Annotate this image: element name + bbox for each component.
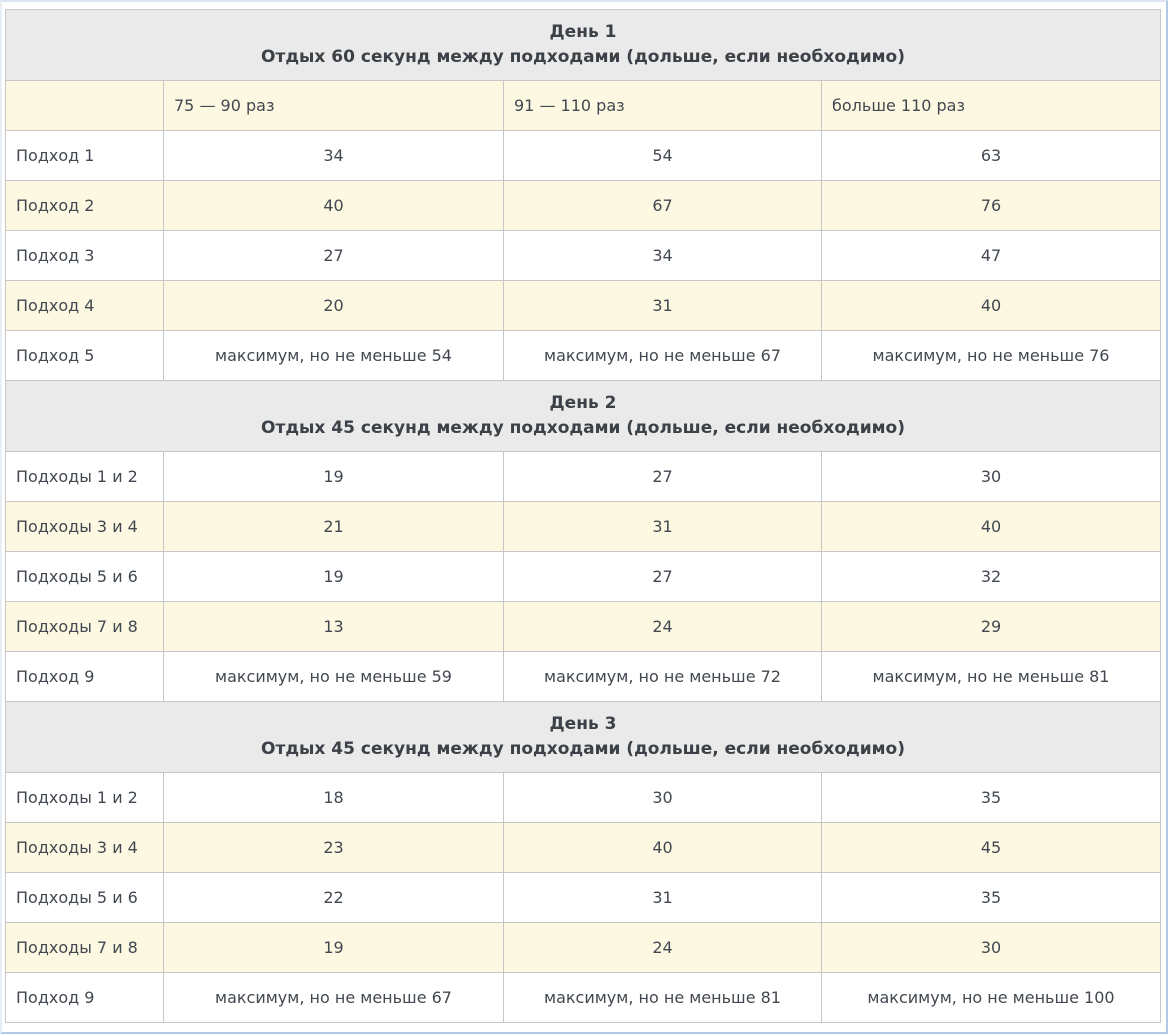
row-label-cell: Подходы 5 и 6 — [5, 551, 164, 602]
section-subtitle: Отдых 45 секунд между подходами (дольше,… — [261, 418, 905, 438]
value-cell: 30 — [821, 922, 1161, 973]
column-header-row: 75 — 90 раз 91 — 110 раз больше 110 раз — [5, 80, 1161, 131]
value-cell: максимум, но не меньше 76 — [821, 330, 1161, 381]
column-header-cell: 91 — 110 раз — [503, 80, 822, 131]
row-label-cell: Подходы 1 и 2 — [5, 451, 164, 502]
row-label-cell: Подходы 7 и 8 — [5, 922, 164, 973]
table-row: Подход 9 максимум, но не меньше 59 максиму… — [5, 651, 1161, 702]
value-cell: 32 — [821, 551, 1161, 602]
section-title: День 1 — [549, 22, 617, 42]
corner-cell — [5, 80, 164, 131]
section-header-row: День 1 Отдых 60 секунд между подходами (д… — [5, 9, 1161, 81]
value-cell: максимум, но не меньше 54 — [163, 330, 504, 381]
value-cell: максимум, но не меньше 100 — [821, 972, 1161, 1023]
value-cell: максимум, но не меньше 81 — [503, 972, 822, 1023]
table-row: Подход 3 27 34 47 — [5, 230, 1161, 281]
section-subtitle: Отдых 45 секунд между подходами (дольше,… — [261, 739, 905, 759]
value-cell: 19 — [163, 551, 504, 602]
section-header-row: День 3 Отдых 45 секунд между подходами (д… — [5, 701, 1161, 773]
value-cell: 30 — [503, 772, 822, 823]
table-row: Подходы 5 и 6 19 27 32 — [5, 551, 1161, 602]
row-label-cell: Подход 5 — [5, 330, 164, 381]
value-cell: 35 — [821, 772, 1161, 823]
value-cell: 40 — [163, 180, 504, 231]
workout-table-body: День 1 Отдых 60 секунд между подходами (д… — [5, 9, 1161, 1023]
value-cell: 34 — [163, 130, 504, 181]
value-cell: 27 — [163, 230, 504, 281]
value-cell: максимум, но не меньше 72 — [503, 651, 822, 702]
row-label-cell: Подход 4 — [5, 280, 164, 331]
column-header-cell: 75 — 90 раз — [163, 80, 504, 131]
value-cell: максимум, но не меньше 59 — [163, 651, 504, 702]
value-cell: максимум, но не меньше 67 — [163, 972, 504, 1023]
value-cell: 54 — [503, 130, 822, 181]
column-header-cell: больше 110 раз — [821, 80, 1161, 131]
value-cell: 19 — [163, 451, 504, 502]
value-cell: 22 — [163, 872, 504, 923]
value-cell: 24 — [503, 601, 822, 652]
value-cell: 40 — [503, 822, 822, 873]
table-row: Подходы 1 и 2 18 30 35 — [5, 772, 1161, 823]
value-cell: 30 — [821, 451, 1161, 502]
value-cell: максимум, но не меньше 67 — [503, 330, 822, 381]
table-row: Подход 1 34 54 63 — [5, 130, 1161, 181]
value-cell: 34 — [503, 230, 822, 281]
value-cell: 29 — [821, 601, 1161, 652]
table-row: Подход 5 максимум, но не меньше 54 максиму… — [5, 330, 1161, 381]
row-label-cell: Подходы 7 и 8 — [5, 601, 164, 652]
row-label-cell: Подход 1 — [5, 130, 164, 181]
table-row: Подходы 3 и 4 21 31 40 — [5, 501, 1161, 552]
value-cell: 67 — [503, 180, 822, 231]
value-cell: 13 — [163, 601, 504, 652]
value-cell: 31 — [503, 501, 822, 552]
table-row: Подходы 3 и 4 23 40 45 — [5, 822, 1161, 873]
workout-schedule-table: День 1 Отдых 60 секунд между подходами (д… — [5, 9, 1161, 1023]
value-cell: максимум, но не меньше 81 — [821, 651, 1161, 702]
value-cell: 18 — [163, 772, 504, 823]
table-row: Подход 2 40 67 76 — [5, 180, 1161, 231]
row-label-cell: Подходы 3 и 4 — [5, 501, 164, 552]
table-row: Подходы 7 и 8 19 24 30 — [5, 922, 1161, 973]
value-cell: 35 — [821, 872, 1161, 923]
value-cell: 40 — [821, 280, 1161, 331]
value-cell: 31 — [503, 280, 822, 331]
table-row: Подход 4 20 31 40 — [5, 280, 1161, 331]
row-label-cell: Подходы 1 и 2 — [5, 772, 164, 823]
value-cell: 24 — [503, 922, 822, 973]
value-cell: 40 — [821, 501, 1161, 552]
row-label-cell: Подход 3 — [5, 230, 164, 281]
section-header-row: День 2 Отдых 45 секунд между подходами (д… — [5, 380, 1161, 452]
section-title: День 3 — [549, 714, 617, 734]
table-row: Подходы 5 и 6 22 31 35 — [5, 872, 1161, 923]
value-cell: 76 — [821, 180, 1161, 231]
row-label-cell: Подход 2 — [5, 180, 164, 231]
value-cell: 27 — [503, 551, 822, 602]
section-subtitle: Отдых 60 секунд между подходами (дольше,… — [261, 47, 905, 67]
table-row: Подходы 7 и 8 13 24 29 — [5, 601, 1161, 652]
value-cell: 23 — [163, 822, 504, 873]
value-cell: 47 — [821, 230, 1161, 281]
table-row: Подход 9 максимум, но не меньше 67 максиму… — [5, 972, 1161, 1023]
value-cell: 63 — [821, 130, 1161, 181]
row-label-cell: Подходы 3 и 4 — [5, 822, 164, 873]
row-label-cell: Подход 9 — [5, 651, 164, 702]
value-cell: 20 — [163, 280, 504, 331]
value-cell: 21 — [163, 501, 504, 552]
row-label-cell: Подходы 5 и 6 — [5, 872, 164, 923]
section-header-cell: День 1 Отдых 60 секунд между подходами (д… — [5, 9, 1161, 81]
value-cell: 27 — [503, 451, 822, 502]
value-cell: 19 — [163, 922, 504, 973]
section-header-cell: День 3 Отдых 45 секунд между подходами (д… — [5, 701, 1161, 773]
value-cell: 45 — [821, 822, 1161, 873]
row-label-cell: Подход 9 — [5, 972, 164, 1023]
section-title: День 2 — [549, 393, 617, 413]
value-cell: 31 — [503, 872, 822, 923]
table-row: Подходы 1 и 2 19 27 30 — [5, 451, 1161, 502]
section-header-cell: День 2 Отдых 45 секунд между подходами (д… — [5, 380, 1161, 452]
